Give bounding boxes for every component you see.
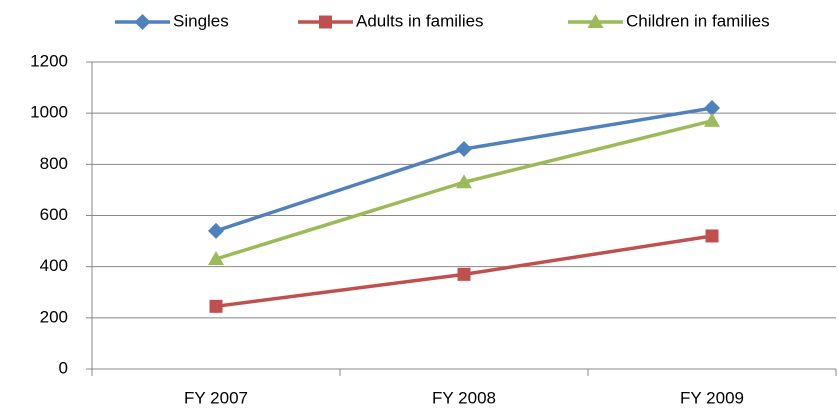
legend-marker xyxy=(587,14,604,28)
y-tick-label: 1000 xyxy=(30,103,68,122)
y-tick-label: 200 xyxy=(40,307,68,326)
series-line xyxy=(215,106,713,233)
data-point xyxy=(457,267,471,281)
legend-label: Adults in families xyxy=(356,11,484,30)
data-point xyxy=(209,299,223,313)
y-tick-label: 1200 xyxy=(30,51,68,70)
y-tick-label: 0 xyxy=(59,358,68,377)
x-tick-label: FY 2008 xyxy=(432,388,496,407)
data-point xyxy=(208,250,224,265)
data-point xyxy=(705,229,719,243)
y-tick-label: 600 xyxy=(40,205,68,224)
data-point xyxy=(208,222,224,239)
data-point xyxy=(704,100,720,117)
data-point xyxy=(456,140,472,157)
legend-marker xyxy=(319,15,332,29)
y-tick-label: 800 xyxy=(40,154,68,173)
legend-label: Singles xyxy=(173,11,229,30)
y-tick-label: 400 xyxy=(40,256,68,275)
legend-label: Children in families xyxy=(626,11,770,30)
legend-marker xyxy=(134,14,151,30)
data-point xyxy=(456,174,472,189)
x-tick-label: FY 2007 xyxy=(184,388,248,407)
x-tick-label: FY 2009 xyxy=(680,388,744,407)
data-point xyxy=(704,112,720,127)
